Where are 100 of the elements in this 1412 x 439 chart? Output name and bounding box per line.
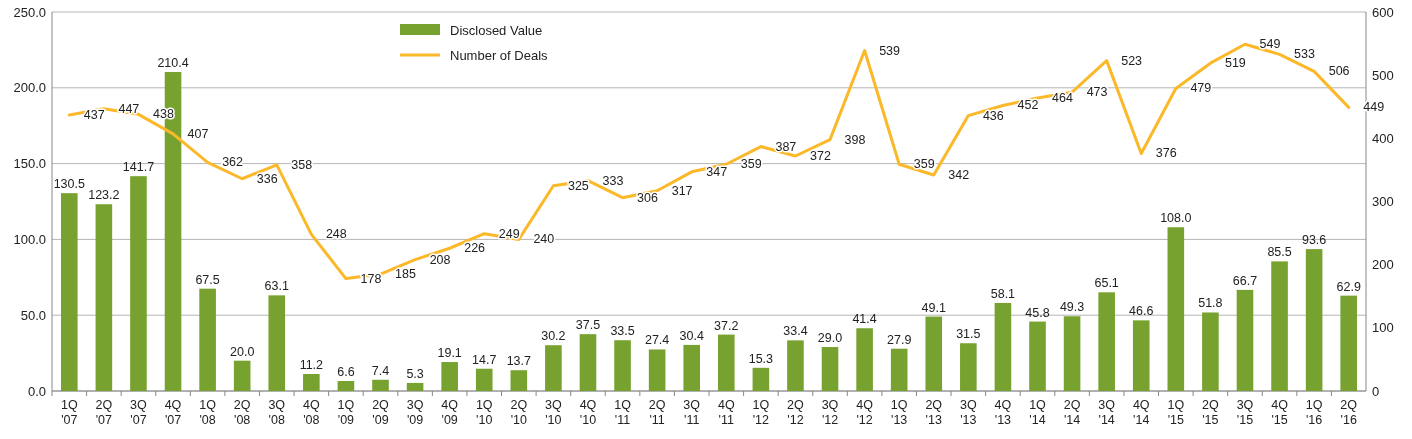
data-label: 208	[429, 252, 451, 267]
data-label: 342	[948, 167, 970, 182]
data-label: 539	[879, 43, 901, 58]
bar	[925, 316, 943, 391]
x-tick-label: 2Q '16	[1340, 398, 1358, 427]
x-tick-label: 4Q '13	[994, 398, 1012, 427]
data-label: 358	[291, 157, 313, 172]
x-tick-label: 4Q '11	[717, 398, 735, 427]
x-tick-label: 2Q '14	[1063, 398, 1081, 427]
data-label: 506	[1328, 64, 1350, 79]
data-label: 185	[395, 267, 416, 282]
x-tick-label: 1Q '14	[1029, 398, 1047, 427]
data-label: 333	[602, 173, 624, 188]
x-tick-label: 3Q '07	[130, 398, 148, 427]
x-tick-label: 4Q '12	[856, 398, 874, 427]
bar	[752, 367, 770, 391]
data-label: 33.4	[783, 324, 808, 339]
data-label: 372	[810, 149, 831, 164]
bar	[1132, 320, 1150, 391]
x-tick-label: 2Q '08	[233, 398, 251, 427]
data-label: 5.3	[406, 366, 424, 381]
bar	[1098, 292, 1115, 391]
x-tick-label: 1Q '07	[60, 398, 78, 427]
data-label: 359	[740, 157, 762, 172]
bar	[268, 295, 286, 391]
data-label: 452	[1017, 98, 1039, 113]
data-label: 473	[1086, 85, 1108, 100]
data-label: 19.1	[437, 346, 462, 361]
x-tick-label: 1Q '10	[475, 398, 493, 427]
x-tick-label: 1Q '12	[752, 398, 770, 427]
data-label: 93.6	[1301, 233, 1327, 248]
bar	[994, 302, 1012, 391]
data-label: 210.4	[157, 56, 189, 71]
x-tick-label: 1Q '09	[337, 398, 355, 427]
data-label: 37.5	[575, 318, 601, 333]
bar	[130, 176, 147, 391]
data-label: 437	[83, 107, 105, 122]
data-label: 449	[1363, 100, 1385, 115]
y-tick-label: 250.0	[13, 4, 46, 20]
bar	[1236, 289, 1254, 391]
bar	[337, 380, 355, 391]
data-label: 240	[533, 232, 555, 247]
data-label: 63.1	[264, 279, 289, 294]
data-label: 376	[1155, 146, 1177, 161]
legend-label: Number of Deals	[450, 48, 549, 63]
x-tick-label: 2Q '09	[372, 398, 390, 427]
y2-tick-label: 300	[1372, 194, 1394, 209]
y2-tick-label: 400	[1372, 130, 1394, 146]
data-label: 519	[1224, 56, 1246, 71]
data-label: 141.7	[122, 160, 155, 175]
data-label: 85.5	[1267, 245, 1292, 260]
bar	[579, 334, 597, 391]
x-tick-label: 1Q '13	[890, 398, 908, 427]
data-label: 359	[913, 157, 935, 172]
data-label: 306	[637, 190, 659, 205]
x-tick-label: 3Q '15	[1236, 398, 1254, 427]
y-tick-label: 50.0	[20, 307, 46, 323]
data-label: 362	[222, 155, 244, 170]
data-label: 30.4	[679, 328, 704, 343]
x-tick-label: 4Q '10	[579, 398, 597, 427]
y2-tick-label: 200	[1372, 257, 1394, 273]
data-label: 123.2	[88, 188, 120, 203]
data-label: 31.5	[956, 327, 981, 342]
data-label: 41.4	[852, 312, 877, 327]
x-tick-label: 2Q '13	[925, 398, 943, 427]
bar	[441, 362, 458, 391]
data-label: 336	[256, 171, 278, 186]
bar	[545, 345, 562, 391]
y2-tick-label: 0	[1372, 383, 1380, 399]
bar	[821, 347, 839, 391]
data-label: 65.1	[1094, 276, 1119, 291]
data-label: 317	[671, 183, 693, 198]
data-label: 37.2	[714, 318, 739, 333]
x-tick-label: 4Q '08	[303, 398, 320, 427]
x-tick-label: 3Q '12	[821, 398, 839, 427]
x-tick-label: 2Q '10	[510, 398, 528, 427]
x-tick-label: 3Q '09	[406, 398, 424, 427]
data-label: 479	[1190, 81, 1212, 96]
bar	[372, 379, 389, 391]
y2-tick-label: 600	[1372, 4, 1394, 20]
data-label: 108.0	[1160, 211, 1192, 226]
bar	[1340, 295, 1358, 391]
data-label: 436	[982, 108, 1004, 123]
bar	[856, 328, 873, 391]
data-label: 347	[706, 164, 728, 179]
data-label: 226	[464, 241, 486, 256]
data-label: 387	[775, 139, 797, 154]
bar	[890, 348, 908, 391]
bar	[95, 204, 113, 391]
bar	[1029, 321, 1046, 391]
data-label: 62.9	[1336, 279, 1361, 294]
data-label: 6.6	[337, 364, 355, 379]
bar	[648, 349, 666, 391]
bar	[1305, 249, 1323, 391]
x-tick-label: 3Q '08	[268, 398, 286, 427]
x-tick-label: 3Q '10	[545, 398, 562, 427]
x-tick-label: 4Q '14	[1132, 398, 1150, 427]
x-tick-label: 4Q '09	[441, 398, 459, 427]
x-tick-label: 1Q '11	[614, 398, 632, 427]
data-label: 27.4	[644, 333, 670, 348]
